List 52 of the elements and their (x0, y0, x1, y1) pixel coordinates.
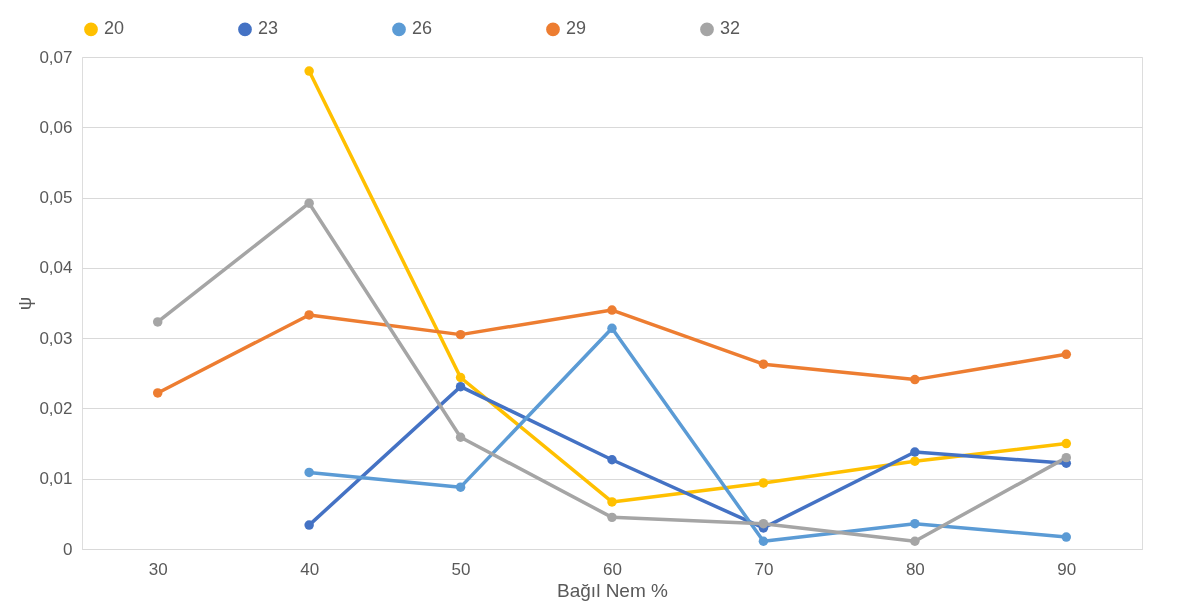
point (304, 198, 314, 208)
x-tick-label: 30 (148, 559, 168, 579)
legend-label: 29 (566, 18, 587, 39)
x-tick-label: 50 (451, 559, 471, 579)
point (910, 536, 920, 546)
point (152, 388, 163, 398)
point (758, 518, 769, 529)
legend-label: 26 (412, 18, 433, 39)
point (152, 317, 163, 327)
point (455, 381, 466, 392)
legend-label: 23 (258, 18, 279, 39)
point (607, 455, 617, 465)
point (910, 447, 920, 457)
legend-label: 20 (104, 18, 125, 39)
point (607, 497, 617, 507)
point (758, 359, 769, 369)
point (1061, 349, 1072, 360)
point (304, 310, 314, 320)
point (455, 482, 466, 492)
legend-label: 32 (720, 18, 741, 39)
y-tick-label: 0,05 (39, 188, 73, 208)
point (607, 323, 617, 334)
point (607, 305, 617, 315)
y-axis-title: ψ (14, 296, 36, 311)
point (1061, 452, 1072, 463)
y-tick-label: 0,06 (39, 117, 73, 137)
y-tick-label: 0,04 (39, 258, 73, 278)
point (1061, 532, 1072, 542)
x-tick-label: 40 (300, 559, 320, 579)
point (758, 536, 769, 546)
point (455, 329, 466, 340)
point (1061, 438, 1072, 449)
point (304, 467, 314, 478)
point (607, 512, 617, 523)
x-axis-title: Bağıl Nem % (557, 579, 669, 601)
x-tick-label: 90 (1057, 559, 1077, 579)
point (304, 66, 314, 76)
y-tick-label: 0,02 (39, 398, 73, 418)
point (910, 374, 920, 385)
point (304, 520, 314, 530)
point (758, 478, 769, 488)
point (455, 432, 466, 442)
y-tick-label: 0 (63, 539, 73, 559)
point (910, 518, 920, 529)
y-tick-label: 0,07 (39, 47, 73, 67)
y-tick-label: 0,01 (39, 469, 73, 489)
point (455, 372, 466, 383)
x-tick-label: 80 (905, 559, 925, 579)
point (910, 456, 920, 466)
y-tick-label: 0,03 (39, 328, 73, 348)
x-tick-label: 60 (603, 559, 622, 579)
x-tick-label: 70 (754, 559, 774, 579)
